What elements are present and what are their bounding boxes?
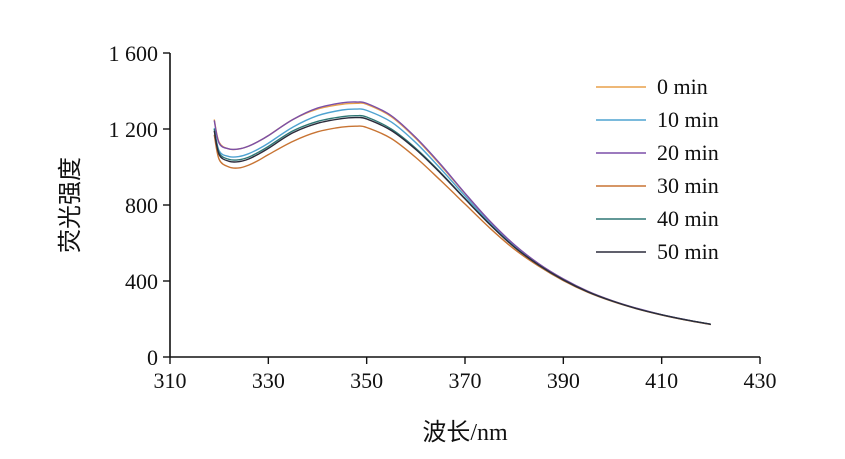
x-tick-label: 310 — [154, 368, 187, 393]
series-line-3 — [213, 125, 711, 326]
legend-label: 30 min — [657, 173, 719, 198]
x-tick-label: 390 — [547, 368, 580, 393]
y-tick-label: 1 600 — [109, 41, 159, 66]
legend-label: 20 min — [657, 140, 719, 165]
x-tick-label: 370 — [449, 368, 482, 393]
plot-lines — [213, 101, 711, 326]
legend-label: 0 min — [657, 74, 708, 99]
series-line-4 — [213, 114, 711, 326]
y-tick-label: 0 — [147, 345, 158, 370]
y-tick-label: 800 — [125, 193, 158, 218]
legend-label: 10 min — [657, 107, 719, 132]
legend-label: 50 min — [657, 239, 719, 264]
series-line-5 — [213, 116, 711, 326]
x-tick-label: 330 — [252, 368, 285, 393]
x-axis-title: 波长/nm — [422, 419, 508, 446]
y-tick-label: 1 200 — [109, 117, 159, 142]
series-line-1 — [213, 108, 711, 326]
series-line-0 — [213, 102, 711, 326]
y-tick-label: 400 — [125, 269, 158, 294]
legend: 0 min 10 min 20 min 30 min 40 min 50 min — [596, 74, 719, 264]
legend-label: 40 min — [657, 206, 719, 231]
x-tick-label: 410 — [645, 368, 678, 393]
x-tick-label: 430 — [744, 368, 777, 393]
axes: 310 330 350 370 390 410 430 0 400 800 1 200 1 600 — [109, 41, 777, 393]
y-axis-title: 荧光强度 — [57, 157, 84, 253]
x-tick-label: 350 — [350, 368, 383, 393]
